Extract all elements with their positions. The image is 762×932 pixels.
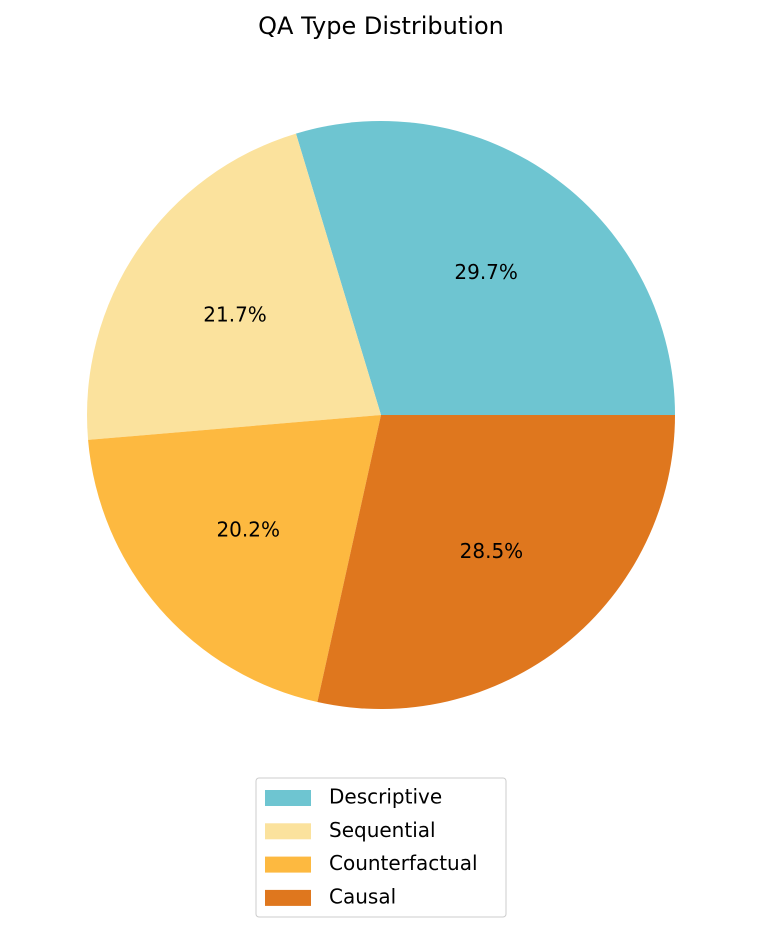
- slice-label: 20.2%: [216, 518, 280, 542]
- slice-label: 28.5%: [460, 539, 524, 563]
- legend-label: Sequential: [329, 818, 436, 842]
- legend-label: Descriptive: [329, 785, 442, 809]
- legend-box: [255, 777, 507, 918]
- pie-slice: [295, 121, 675, 415]
- pie-slice: [87, 133, 382, 440]
- legend-swatch: [265, 856, 311, 873]
- legend-swatch: [265, 790, 311, 806]
- legend-label: Causal: [329, 884, 396, 908]
- slice-label: 21.7%: [203, 302, 267, 326]
- legend-swatch: [265, 889, 311, 906]
- pie-slice: [88, 415, 381, 703]
- slice-label: 29.7%: [454, 260, 518, 284]
- legend-label: Counterfactual: [329, 851, 478, 875]
- pie-slice: [317, 415, 675, 709]
- chart-title: QA Type Distribution: [258, 12, 504, 40]
- legend-swatch: [265, 823, 311, 840]
